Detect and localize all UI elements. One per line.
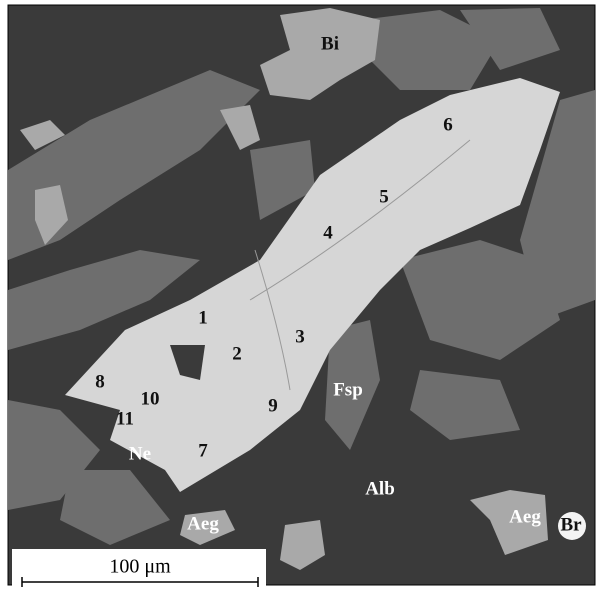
label: 4 (323, 222, 333, 243)
label: Aeg (187, 513, 219, 534)
label: 8 (95, 371, 105, 392)
label: Br (560, 514, 582, 535)
micrograph: Bi 6 5 4 1 3 2 8 10 9 Fsp 11 7 Ne Alb Ae… (0, 0, 601, 591)
label: 5 (379, 186, 389, 207)
label: 6 (443, 114, 453, 135)
label: Fsp (333, 379, 363, 400)
label: 1 (198, 307, 208, 328)
label: 7 (198, 440, 208, 461)
label: Bi (321, 33, 339, 54)
label: 11 (116, 408, 134, 429)
label: 3 (295, 326, 305, 347)
label: Alb (365, 478, 395, 499)
label: Ne (129, 443, 151, 464)
label: 2 (232, 343, 242, 364)
label: 9 (268, 395, 278, 416)
scale-label: 100 μm (109, 556, 171, 578)
label: 10 (141, 388, 160, 409)
label: Aeg (509, 506, 541, 527)
